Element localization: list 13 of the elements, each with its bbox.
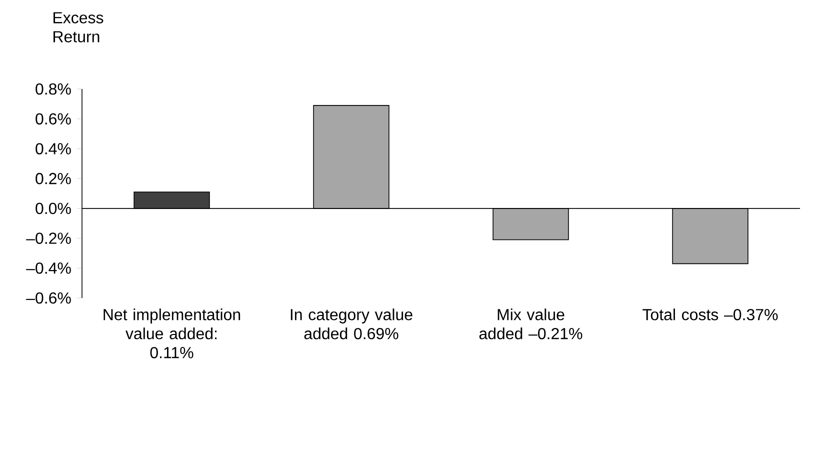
- y-tick-label: 0.0%: [36, 202, 71, 214]
- y-tick-label: –0.4%: [26, 262, 71, 274]
- y-tick-label: –0.6%: [26, 292, 71, 304]
- y-tick-label: –0.2%: [26, 232, 71, 244]
- y-tick-label: 0.4%: [36, 143, 71, 154]
- x-tick-label: In category value added 0.69%: [290, 308, 412, 340]
- y-axis-title: Excess Return: [54, 12, 104, 42]
- y-tick-label: 0.2%: [36, 172, 71, 184]
- y-tick-label: 0.6%: [36, 113, 71, 125]
- x-tick-label: Mix value added –0.21%: [479, 308, 582, 340]
- x-tick-label: Net implementation value added: 0.11%: [104, 308, 240, 358]
- x-tick-label: Total costs –0.37%: [642, 308, 778, 320]
- y-tick-label: 0.8%: [36, 83, 71, 95]
